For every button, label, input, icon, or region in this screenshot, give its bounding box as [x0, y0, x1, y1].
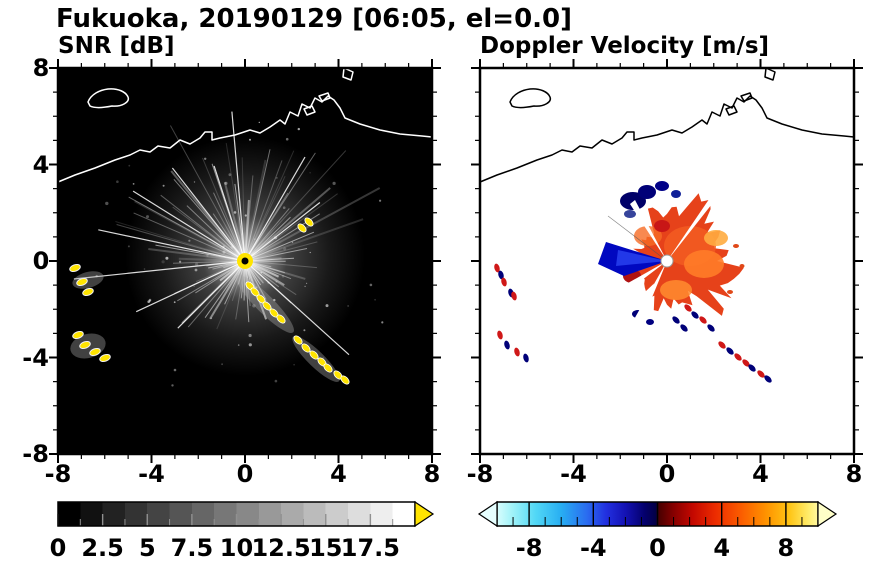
doppler-panel-title: Doppler Velocity [m/s]	[480, 33, 770, 59]
colorbar-tick-label: 0	[49, 534, 67, 562]
colorbar-over-arrow	[817, 500, 838, 528]
colorbar-tick-label: 5	[138, 534, 156, 562]
beam-gap-wedge	[628, 261, 667, 334]
colorbar-tick-label: -4	[579, 534, 607, 562]
colorbar-ticks	[512, 502, 803, 526]
colorbar-under-arrow	[477, 500, 498, 528]
axis-tick-label: 8	[423, 460, 441, 488]
colorbar-tick-label: 7.5	[170, 534, 214, 562]
axis-tick-label: -4	[22, 343, 49, 372]
axis-tick-label: 8	[845, 460, 863, 488]
colorbar-tick-label: 0	[649, 534, 666, 562]
axis-tick-label: 0	[32, 247, 50, 275]
colorbar-tick-label: -8	[515, 534, 543, 562]
colorbar-tick-label: 8	[777, 534, 795, 562]
doppler-echo-overlays	[598, 181, 745, 334]
colorbar-tick-label: 17.5	[340, 534, 400, 562]
colorbar-tick-label: 2.5	[81, 534, 124, 562]
axis-tick-label: 4	[752, 460, 769, 488]
axis-tick-label: 4	[32, 150, 50, 179]
axis-tick-label: 4	[330, 460, 347, 488]
snr-colorbar	[57, 500, 435, 528]
axis-tick-label: 0	[658, 460, 676, 488]
snr-plot	[49, 59, 441, 463]
figure-title: Fukuoka, 20190129 [06:05, el=0.0]	[56, 4, 573, 34]
doppler-colorbar	[477, 500, 838, 528]
axis-tick-label: 8	[32, 54, 50, 82]
snr-clutter-echoes	[69, 217, 350, 385]
axis-tick-label: -8	[22, 440, 49, 468]
doppler-plot	[471, 59, 863, 463]
colorbar-tick-label: 10	[219, 534, 254, 562]
doppler-clutter-specks	[494, 263, 772, 383]
axis-tick-label: 0	[236, 460, 254, 488]
axis-tick-label: -4	[560, 460, 587, 488]
colorbar-over-arrow	[414, 500, 435, 528]
snr-spoke-artifacts	[73, 111, 384, 387]
axis-tick-label: -4	[138, 460, 165, 488]
radar-site-dot	[241, 257, 249, 265]
axis-tick-label: -8	[44, 460, 72, 488]
snr-panel-title: SNR [dB]	[58, 33, 175, 59]
axis-tick-label: -8	[466, 460, 494, 488]
colorbar-tick-label: 12.5	[251, 534, 311, 562]
negative-velocity-patch	[620, 192, 646, 210]
colorbar-tick-label: 4	[713, 534, 731, 562]
colorbar-tick-label: 15	[309, 534, 343, 562]
radar-site-dot-right	[660, 254, 674, 268]
